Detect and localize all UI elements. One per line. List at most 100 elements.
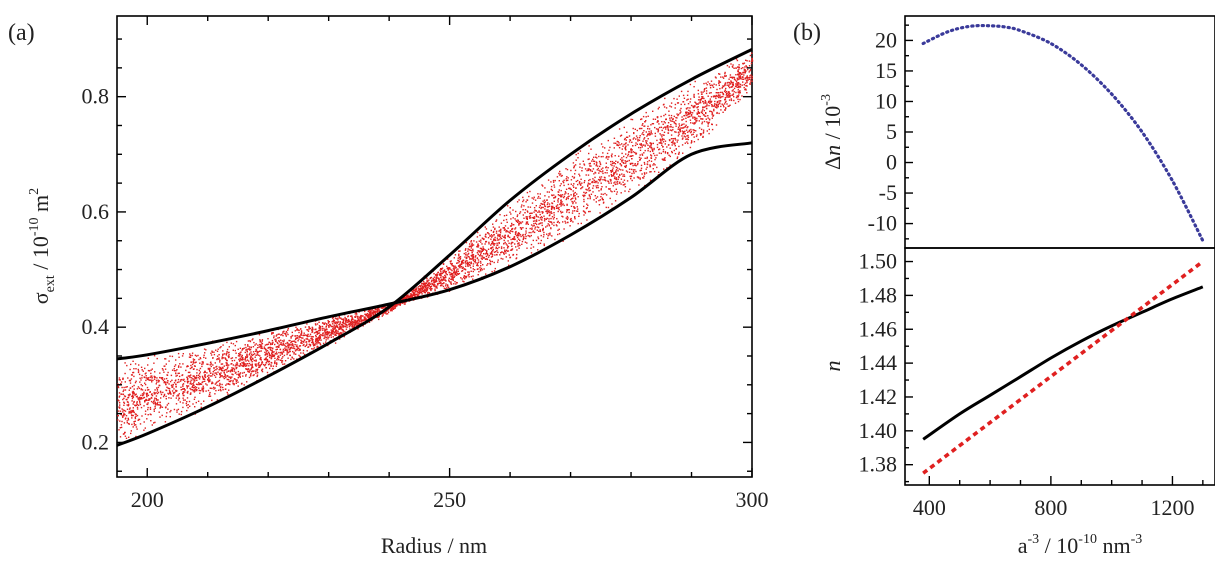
scatter-point	[285, 335, 287, 337]
scatter-point	[622, 184, 624, 186]
scatter-point	[453, 270, 455, 272]
scatter-point	[468, 248, 470, 251]
scatter-point	[337, 317, 339, 319]
scatter-point	[191, 383, 193, 385]
scatter-point	[159, 404, 161, 406]
scatter-point	[631, 149, 633, 151]
scatter-point	[178, 372, 180, 374]
scatter-point	[282, 356, 284, 358]
scatter-point	[245, 374, 247, 376]
scatter-point	[315, 328, 317, 330]
scatter-point	[599, 163, 602, 166]
scatter-point	[146, 418, 148, 420]
scatter-point	[515, 230, 517, 233]
scatter-point	[464, 256, 466, 258]
scatter-point	[131, 409, 133, 412]
scatter-point	[705, 87, 708, 89]
scatter-point	[712, 114, 715, 116]
scatter-point	[329, 331, 331, 334]
scatter-point	[546, 199, 548, 201]
scatter-point	[202, 385, 204, 387]
scatter-point	[236, 363, 238, 366]
scatter-point	[128, 389, 130, 391]
scatter-point	[372, 310, 375, 312]
scatter-point	[241, 359, 243, 361]
scatter-point	[493, 251, 496, 253]
scatter-point	[417, 292, 419, 294]
scatter-point	[748, 71, 750, 73]
scatter-point	[274, 357, 276, 359]
scatter-point	[451, 278, 453, 281]
scatter-point	[428, 282, 430, 284]
scatter-point	[708, 104, 710, 107]
scatter-point	[192, 390, 194, 392]
scatter-point	[682, 137, 684, 139]
scatter-point	[603, 201, 605, 203]
scatter-point	[194, 396, 196, 398]
scatter-point	[704, 106, 706, 108]
scatter-point	[130, 374, 133, 376]
scatter-point	[473, 261, 475, 263]
scatter-point	[748, 65, 751, 67]
scatter-point	[654, 126, 656, 129]
scatter-point	[548, 214, 551, 217]
scatter-point	[447, 268, 449, 270]
scatter-point	[318, 329, 320, 332]
scatter-point	[675, 125, 677, 127]
scatter-point	[156, 403, 158, 405]
scatter-point	[644, 163, 646, 165]
scatter-point	[520, 221, 522, 224]
scatter-point	[237, 385, 239, 387]
scatter-point	[650, 142, 652, 144]
scatter-point	[587, 188, 590, 190]
scatter-point	[447, 269, 449, 271]
scatter-point	[591, 160, 593, 162]
scatter-point	[621, 148, 623, 150]
scatter-point	[480, 252, 482, 254]
scatter-point	[468, 256, 470, 258]
scatter-point	[254, 344, 256, 346]
scatter-point	[424, 283, 426, 285]
scatter-point	[654, 135, 657, 137]
scatter-point	[306, 323, 308, 325]
scatter-point	[398, 303, 400, 305]
scatter-point	[568, 209, 570, 211]
scatter-point	[737, 86, 740, 88]
scatter-point	[587, 168, 589, 170]
scatter-point	[663, 168, 665, 170]
scatter-point	[547, 202, 549, 204]
scatter-point	[591, 181, 593, 183]
scatter-point	[243, 363, 245, 365]
scatter-point	[246, 354, 248, 356]
scatter-point	[715, 97, 717, 100]
scatter-point	[480, 257, 483, 259]
scatter-point	[497, 259, 499, 261]
scatter-point	[180, 410, 183, 413]
scatter-point	[558, 206, 560, 209]
scatter-point	[143, 421, 145, 423]
scatter-point	[648, 130, 650, 133]
scatter-point	[276, 334, 278, 336]
scatter-point	[614, 172, 616, 174]
scatter-point	[722, 111, 724, 113]
scatter-point	[631, 141, 633, 143]
scatter-point	[145, 392, 148, 395]
scatter-point	[244, 357, 247, 360]
scatter-point	[522, 227, 524, 229]
scatter-point	[726, 90, 728, 93]
scatter-point	[595, 197, 597, 199]
scatter-point	[658, 123, 660, 125]
scatter-point	[239, 352, 241, 354]
scatter-point	[474, 258, 476, 261]
scatter-point	[256, 374, 259, 376]
scatter-point	[169, 392, 171, 394]
scatter-point	[684, 103, 686, 106]
scatter-point	[295, 345, 298, 348]
scatter-point	[237, 355, 240, 357]
scatter-point	[509, 256, 511, 259]
scatter-point	[600, 188, 602, 190]
scatter-point	[496, 244, 498, 246]
scatter-point	[445, 283, 447, 285]
scatter-point	[264, 365, 266, 367]
scatter-point	[413, 294, 416, 296]
